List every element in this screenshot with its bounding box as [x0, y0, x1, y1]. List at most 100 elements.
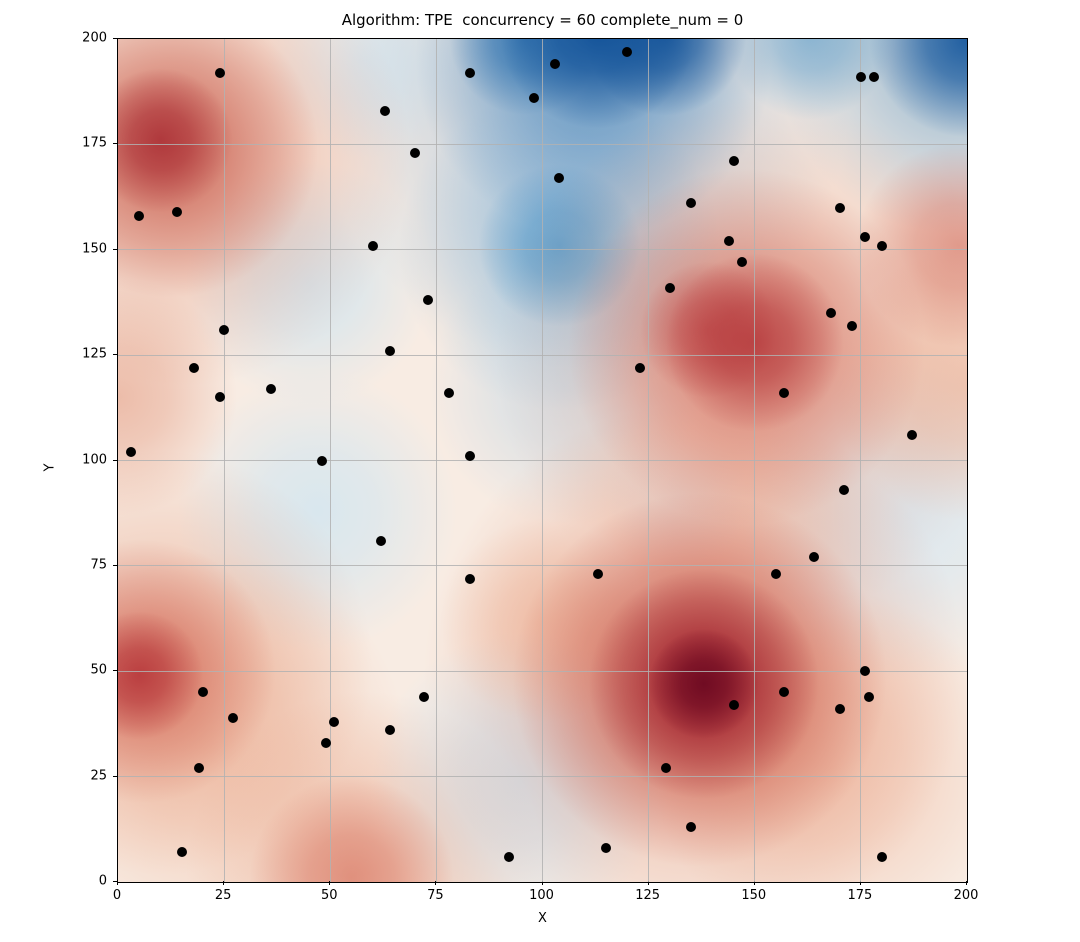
scatter-point: [864, 691, 875, 702]
scatter-point: [367, 240, 378, 251]
y-tick-mark: [113, 564, 117, 566]
scatter-point: [906, 430, 917, 441]
scatter-point: [265, 383, 276, 394]
scatter-point: [635, 362, 646, 373]
y-tick-mark: [113, 354, 117, 356]
scatter-point: [724, 236, 735, 247]
x-tick-label: 175: [847, 888, 873, 903]
x-tick-mark: [117, 881, 118, 885]
scatter-point: [664, 282, 675, 293]
scatter-point: [125, 447, 136, 458]
gridline-horizontal: [118, 776, 967, 778]
scatter-point: [172, 206, 183, 217]
x-tick-label: 50: [320, 888, 338, 903]
x-tick-label: 125: [635, 888, 661, 903]
y-tick-label: 175: [82, 135, 107, 151]
scatter-point: [809, 552, 820, 563]
x-tick-label: 100: [529, 888, 554, 903]
scatter-point: [592, 569, 603, 580]
scatter-point: [214, 392, 225, 403]
gridline-horizontal: [118, 670, 967, 672]
scatter-point: [193, 763, 204, 774]
scatter-point: [410, 147, 421, 158]
x-tick-label: 25: [214, 888, 232, 903]
scatter-point: [189, 362, 200, 373]
scatter-point: [316, 455, 327, 466]
scatter-point: [176, 847, 187, 858]
scatter-point: [503, 851, 514, 862]
chart-title: Algorithm: TPE concurrency = 60 complete…: [341, 11, 744, 29]
y-tick-mark: [113, 881, 117, 882]
scatter-point: [686, 198, 697, 209]
scatter-point: [660, 763, 671, 774]
scatter-point: [601, 843, 612, 854]
scatter-point: [465, 451, 476, 462]
x-tick-mark: [223, 881, 225, 885]
y-tick-label: 75: [90, 557, 107, 573]
scatter-point: [444, 388, 455, 399]
scatter-point: [877, 240, 888, 251]
y-tick-label: 50: [90, 662, 107, 678]
x-axis-label: X: [538, 911, 547, 926]
scatter-point: [686, 822, 697, 833]
scatter-point: [329, 716, 340, 727]
scatter-point: [321, 737, 331, 748]
scatter-point: [860, 232, 871, 243]
scatter-point: [550, 59, 561, 70]
x-tick-label: 75: [427, 888, 444, 903]
y-tick-mark: [113, 248, 117, 250]
scatter-point: [384, 725, 395, 736]
x-tick-mark: [435, 881, 437, 885]
y-tick-mark: [113, 143, 117, 145]
x-tick-mark: [647, 881, 649, 885]
x-tick-label: 150: [741, 888, 767, 903]
y-tick-mark: [113, 38, 117, 39]
x-tick-mark: [541, 881, 543, 885]
y-axis-label: Y: [42, 463, 58, 472]
y-tick-mark: [113, 670, 117, 672]
y-tick-label: 200: [82, 30, 107, 46]
scatter-point: [227, 712, 238, 723]
scatter-point: [219, 324, 230, 335]
scatter-point: [834, 202, 845, 213]
x-tick-mark: [753, 881, 755, 885]
scatter-point: [728, 156, 739, 167]
scatter-point: [384, 345, 395, 356]
x-tick-label: 0: [112, 888, 122, 903]
gridline-horizontal: [118, 249, 967, 251]
scatter-point: [197, 687, 208, 698]
x-tick-mark: [966, 881, 967, 885]
scatter-point: [134, 211, 145, 222]
scatter-point: [779, 687, 790, 698]
scatter-point: [728, 699, 739, 710]
scatter-point: [465, 67, 476, 78]
gridline-horizontal: [118, 143, 967, 145]
y-tick-label: 25: [90, 768, 107, 784]
scatter-point: [418, 691, 429, 702]
y-tick-mark: [113, 459, 117, 461]
gridline-horizontal: [118, 460, 967, 461]
x-tick-mark: [329, 881, 331, 885]
y-tick-label: 0: [98, 873, 107, 889]
scatter-point: [860, 666, 871, 677]
scatter-point: [529, 93, 539, 103]
x-tick-mark: [859, 881, 861, 885]
scatter-point: [622, 46, 633, 57]
plot-area: [117, 38, 968, 883]
y-tick-label: 125: [82, 346, 107, 362]
scatter-point: [855, 71, 866, 82]
scatter-point: [779, 388, 790, 399]
scatter-point: [465, 573, 476, 584]
scatter-point: [770, 569, 781, 580]
scatter-point: [847, 320, 858, 331]
scatter-point: [376, 535, 387, 546]
gridline-horizontal: [118, 565, 967, 567]
scatter-point: [554, 173, 565, 184]
scatter-point: [826, 307, 837, 318]
scatter-point: [214, 67, 225, 78]
scatter-point: [737, 257, 747, 268]
gridline-horizontal: [118, 354, 967, 356]
scatter-point: [877, 851, 888, 862]
scatter-point: [380, 105, 391, 116]
